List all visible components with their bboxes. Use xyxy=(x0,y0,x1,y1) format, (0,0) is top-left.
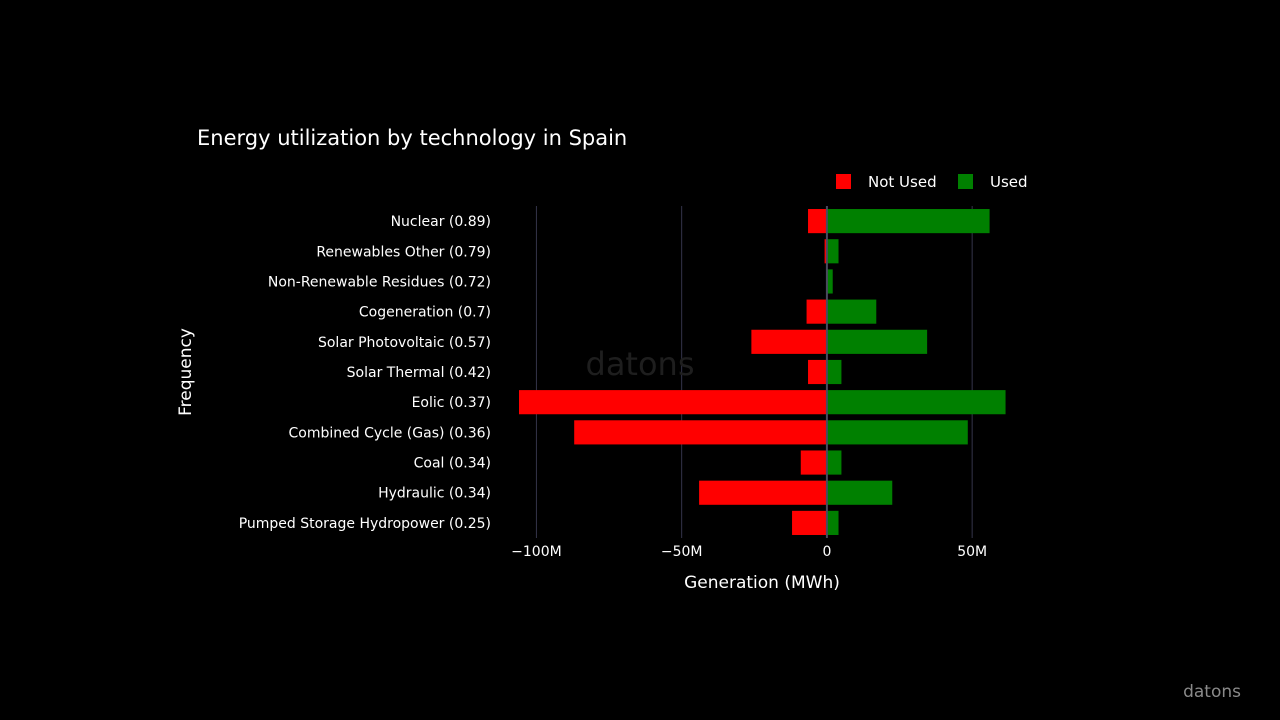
legend-swatch xyxy=(958,174,973,189)
y-tick-label: Cogeneration (0.7) xyxy=(359,305,491,321)
chart-title: Energy utilization by technology in Spai… xyxy=(197,126,627,150)
bar-not-used[interactable] xyxy=(751,329,827,354)
x-tick-label: 0 xyxy=(822,544,831,560)
legend-label: Used xyxy=(990,173,1028,191)
bar-used[interactable] xyxy=(826,209,990,234)
bar-not-used[interactable] xyxy=(806,299,827,324)
x-tick-label: −100M xyxy=(511,544,562,560)
bar-used[interactable] xyxy=(826,450,842,475)
bar-not-used[interactable] xyxy=(699,480,827,505)
bar-not-used[interactable] xyxy=(800,450,827,475)
x-tick-label: 50M xyxy=(957,544,987,560)
bar-not-used[interactable] xyxy=(519,390,827,415)
y-tick-label: Solar Thermal (0.42) xyxy=(347,365,491,381)
bar-not-used[interactable] xyxy=(808,359,827,385)
x-tick-labels: −100M −50M 0 50M xyxy=(511,544,987,560)
legend[interactable]: Not Used Used xyxy=(836,173,1028,191)
bar-not-used[interactable] xyxy=(574,420,827,445)
bar-not-used[interactable] xyxy=(824,239,827,264)
grid-lines xyxy=(535,206,973,538)
y-tick-label: Combined Cycle (Gas) (0.36) xyxy=(289,425,491,441)
y-tick-label: Eolic (0.37) xyxy=(412,395,491,411)
x-tick-label: −50M xyxy=(661,544,703,560)
y-tick-label: Coal (0.34) xyxy=(414,456,491,472)
y-tick-label: Nuclear (0.89) xyxy=(391,214,491,230)
legend-swatch xyxy=(836,174,851,189)
y-tick-labels: Nuclear (0.89) Renewables Other (0.79) Non… xyxy=(239,214,491,532)
bar-used[interactable] xyxy=(826,480,893,505)
bars xyxy=(519,209,1006,535)
brand-watermark: datons xyxy=(1183,682,1241,702)
bar-used[interactable] xyxy=(826,329,928,354)
y-tick-label: Hydraulic (0.34) xyxy=(378,486,491,502)
bar-not-used[interactable] xyxy=(808,209,827,234)
bar-used[interactable] xyxy=(826,390,1006,415)
bar-used[interactable] xyxy=(826,269,833,294)
bar-used[interactable] xyxy=(826,239,839,264)
bar-used[interactable] xyxy=(826,510,839,535)
legend-item-used[interactable]: Used xyxy=(958,173,1028,191)
bar-used[interactable] xyxy=(826,299,877,324)
y-tick-label: Pumped Storage Hydropower (0.25) xyxy=(239,516,491,532)
y-tick-label: Non-Renewable Residues (0.72) xyxy=(268,274,491,290)
plot-watermark: datons xyxy=(586,345,695,383)
bar-used[interactable] xyxy=(826,420,968,445)
y-axis-title: Frequency xyxy=(176,328,196,416)
x-axis-title: Generation (MWh) xyxy=(684,573,840,593)
y-tick-label: Solar Photovoltaic (0.57) xyxy=(318,335,491,351)
legend-label: Not Used xyxy=(868,173,937,191)
bar-used[interactable] xyxy=(826,359,842,385)
y-tick-label: Renewables Other (0.79) xyxy=(316,244,491,260)
bar-not-used[interactable] xyxy=(792,510,827,535)
legend-item-not-used[interactable]: Not Used xyxy=(836,173,937,191)
